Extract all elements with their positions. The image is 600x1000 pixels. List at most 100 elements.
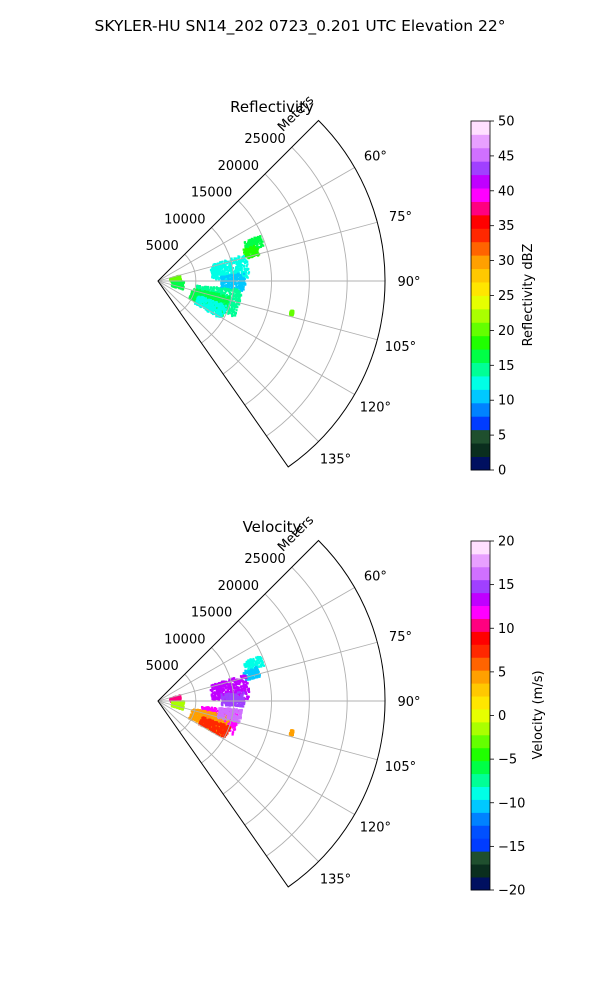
echo-point [211,719,214,722]
echo-point [233,677,236,680]
echo-point [236,720,239,723]
echo-point [238,255,241,258]
echo-point [207,302,210,305]
echo-point [252,242,255,246]
echo-point [230,280,233,283]
echo-point [236,286,239,289]
echo-point [247,688,250,691]
echo-point [226,288,230,291]
echo-point [210,296,213,300]
echo-point [228,263,231,266]
echo-point [235,304,238,307]
echo-point [240,675,243,678]
echo-point [242,705,245,708]
echo-point [203,722,206,725]
colorbar-swatch [471,282,490,296]
echo-point [248,241,251,244]
echo-point [211,684,214,687]
echo-point [227,269,230,272]
echo-point [239,705,242,708]
colorbar-swatch [471,362,490,377]
echo-point [230,257,233,260]
echo-point [227,729,230,732]
echo-point [199,721,202,724]
colorbar-swatch [471,228,490,243]
echo-point [194,718,197,722]
echo-point [252,668,255,671]
echo-point [228,678,231,681]
echo-point [220,267,223,270]
echo-point [257,241,260,244]
echo-point [229,298,232,301]
echo-point [241,694,244,697]
echo-point [228,708,231,711]
echo-point [225,697,228,701]
echo-point [222,687,225,690]
echo-point [216,298,219,301]
echo-point [169,698,173,701]
echo-point [229,700,232,703]
echo-point [229,692,232,695]
echo-point [238,701,241,704]
echo-point [189,297,192,300]
echo-point [208,723,211,726]
echo-point [237,711,240,714]
echo-point [230,305,234,309]
echo-point [205,294,208,297]
echo-point [234,700,237,703]
echo-point [240,268,243,271]
echo-point [213,707,217,710]
echo-point [217,732,220,736]
echo-point [254,676,257,679]
colorbar-swatch [471,188,490,202]
echo-point [234,277,237,280]
echo-point [230,704,233,707]
echo-point [224,702,227,705]
azimuth-tick-label: 90° [397,275,420,290]
echo-point [196,708,199,711]
echo-point [227,271,230,274]
echo-point [213,275,217,278]
echo-point [195,713,198,716]
echo-point [197,303,200,306]
echo-point [237,722,240,725]
echo-point [244,680,248,683]
echo-point [197,294,200,297]
azimuth-gridline [157,167,355,282]
echo-point [203,290,206,293]
echo-point [226,262,229,265]
echo-point [246,245,249,248]
echo-point [254,668,257,671]
echo-point [229,714,232,717]
echo-point [246,670,250,673]
echo-point [221,731,224,734]
echo-point [234,703,237,706]
echo-point [234,697,238,701]
echo-point [232,305,235,308]
echo-point [241,277,244,280]
echo-point [241,685,244,688]
echo-point [201,304,205,307]
echo-point [212,312,215,316]
echo-point [251,247,254,250]
echo-point [249,242,252,245]
echo-point [214,687,217,690]
echo-point [174,282,177,285]
echo-point [222,298,225,301]
echo-point [219,726,222,730]
reflectivity-title: Reflectivity [230,98,314,116]
echo-point [255,675,258,679]
echo-point [234,280,237,283]
echo-point [232,689,235,692]
echo-point [249,254,252,257]
echo-point [251,665,255,668]
echo-point [208,719,211,722]
azimuth-tick-label: 135° [320,452,351,467]
echo-point [247,672,250,676]
echo-point [233,304,237,307]
echo-point [200,297,203,300]
echo-point [213,721,216,724]
echo-point [219,731,222,734]
echo-point [208,308,212,311]
echo-point [244,255,247,258]
